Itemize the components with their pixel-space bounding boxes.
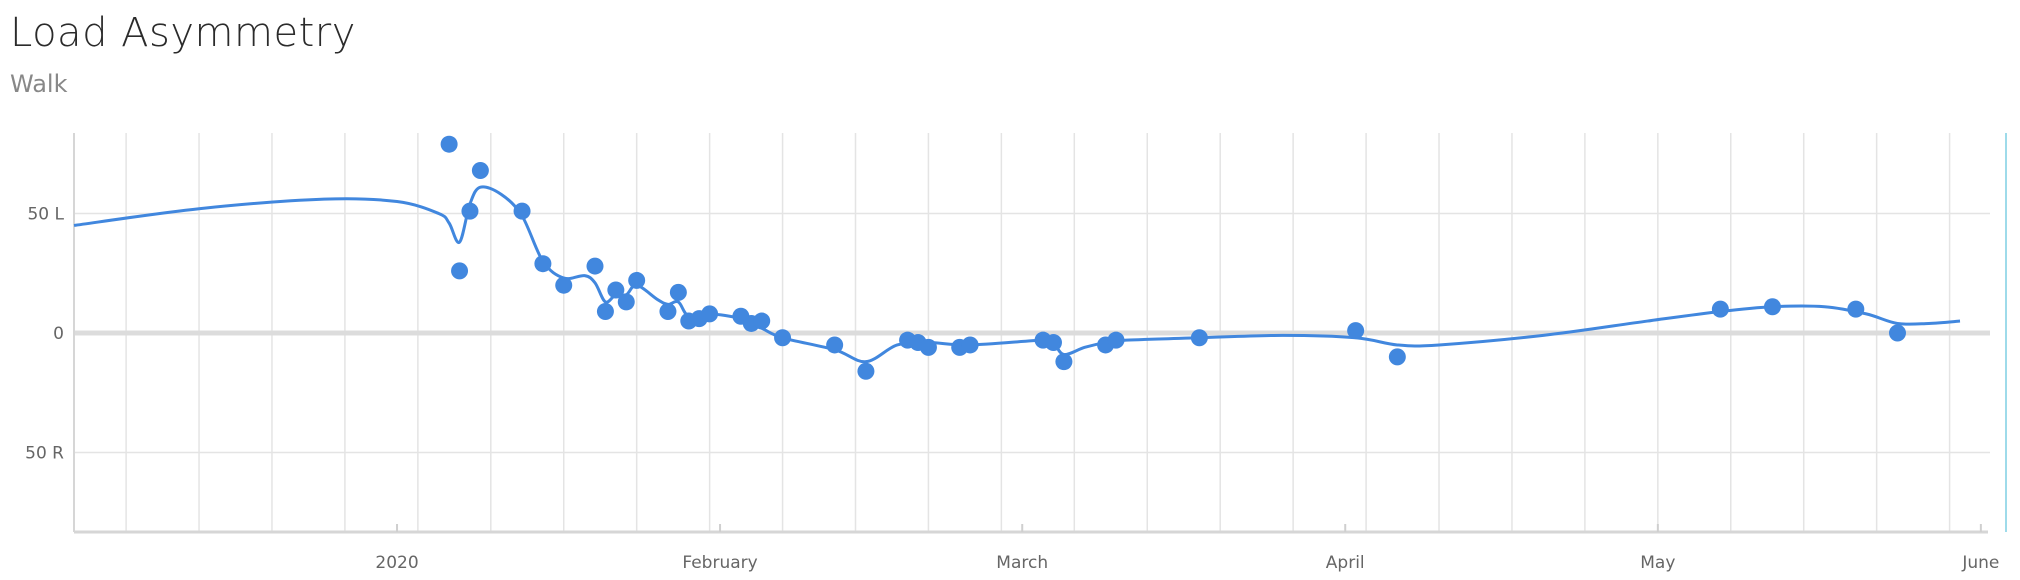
data-point[interactable] xyxy=(1889,324,1906,342)
data-point[interactable] xyxy=(1107,331,1125,349)
data-point[interactable] xyxy=(440,135,458,153)
data-point[interactable] xyxy=(534,255,552,273)
chart-subtitle: Walk xyxy=(10,70,68,98)
data-point[interactable] xyxy=(607,281,625,299)
data-points[interactable] xyxy=(440,135,1906,380)
data-point[interactable] xyxy=(826,336,844,354)
x-tick-label: March xyxy=(996,553,1048,573)
x-tick-label: February xyxy=(682,553,757,573)
axes xyxy=(73,133,2007,534)
data-point[interactable] xyxy=(1388,348,1406,366)
data-point[interactable] xyxy=(1055,353,1073,371)
x-axis-labels: 2020 February March April May June xyxy=(375,524,1999,573)
x-tick-label: June xyxy=(1961,553,1999,573)
data-point[interactable] xyxy=(513,202,531,220)
chart-title: Load Asymmetry xyxy=(10,10,356,56)
data-point[interactable] xyxy=(961,336,979,354)
data-point[interactable] xyxy=(596,302,614,320)
data-point[interactable] xyxy=(471,161,489,179)
trend-line xyxy=(73,185,1961,364)
x-tick-label: April xyxy=(1326,553,1365,573)
data-point[interactable] xyxy=(1347,322,1365,340)
data-point[interactable] xyxy=(617,293,635,311)
data-point[interactable] xyxy=(586,257,604,275)
x-tick-label: May xyxy=(1640,553,1675,573)
x-tick-label: 2020 xyxy=(375,553,418,573)
data-point[interactable] xyxy=(753,312,771,330)
data-point[interactable] xyxy=(1711,300,1729,318)
data-point[interactable] xyxy=(1044,334,1062,352)
data-point[interactable] xyxy=(1847,300,1865,318)
data-point[interactable] xyxy=(1763,298,1781,316)
y-axis-labels: 50 L 0 50 R xyxy=(25,205,64,464)
data-point[interactable] xyxy=(701,305,719,323)
y-tick-label: 50 L xyxy=(27,205,64,225)
grid-lines xyxy=(74,133,1990,532)
data-point[interactable] xyxy=(919,338,937,356)
data-point[interactable] xyxy=(669,283,687,301)
data-point[interactable] xyxy=(774,329,792,347)
y-tick-label: 0 xyxy=(53,324,64,344)
data-point[interactable] xyxy=(555,276,573,294)
data-point[interactable] xyxy=(857,362,875,380)
data-point[interactable] xyxy=(461,202,479,220)
y-tick-label: 50 R xyxy=(25,444,64,464)
data-point[interactable] xyxy=(628,271,646,289)
data-point[interactable] xyxy=(451,262,469,280)
data-point[interactable] xyxy=(1190,329,1208,347)
data-point[interactable] xyxy=(659,302,677,320)
